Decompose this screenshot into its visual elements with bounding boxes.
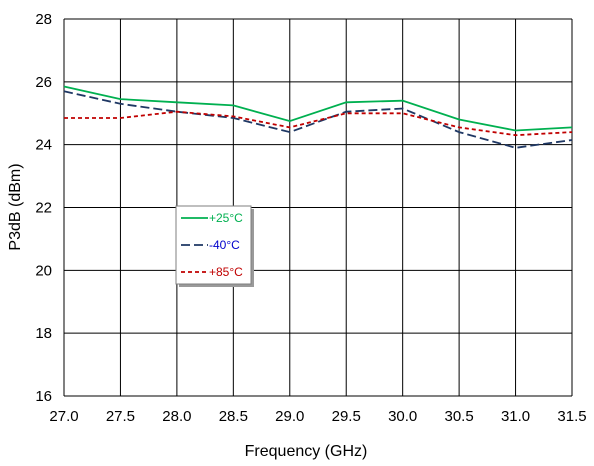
- y-tick-label: 28: [35, 11, 52, 28]
- x-tick-label: 30.0: [388, 408, 417, 425]
- x-tick-labels: 27.0 27.5 28.0 28.5 29.0 29.5 30.0 30.5 31.0 31.5: [49, 408, 586, 425]
- x-tick-label: 29.5: [332, 408, 361, 425]
- x-axis-title: Frequency (GHz): [245, 443, 368, 460]
- x-tick-label: 28.0: [162, 408, 191, 425]
- legend-label: +85°C: [209, 265, 243, 279]
- series-lines: [63, 85, 573, 149]
- series-line-2: [63, 90, 573, 149]
- y-tick-label: 20: [35, 262, 52, 279]
- series-line-1: [63, 85, 573, 132]
- series-line-3: [64, 110, 573, 137]
- x-tick-label: 27.0: [49, 408, 78, 425]
- y-tick-label: 24: [35, 137, 52, 154]
- x-tick-label: 31.5: [557, 408, 586, 425]
- x-tick-label: 31.0: [501, 408, 530, 425]
- x-tick-label: 27.5: [106, 408, 135, 425]
- gridlines: [63, 18, 573, 397]
- y-tick-labels: 16 18 20 22 24 26 28: [35, 11, 52, 405]
- y-tick-label: 26: [35, 74, 52, 91]
- legend: +25°C -40°C +85°C: [175, 205, 254, 287]
- x-tick-label: 30.5: [445, 408, 474, 425]
- x-tick-label: 29.0: [275, 408, 304, 425]
- legend-label: -40°C: [209, 238, 240, 252]
- y-tick-label: 16: [35, 388, 52, 405]
- y-axis-title: P3dB (dBm): [7, 163, 24, 250]
- y-tick-label: 22: [35, 200, 52, 217]
- x-tick-label: 28.5: [219, 408, 248, 425]
- y-tick-label: 18: [35, 325, 52, 342]
- legend-label: +25°C: [209, 211, 243, 225]
